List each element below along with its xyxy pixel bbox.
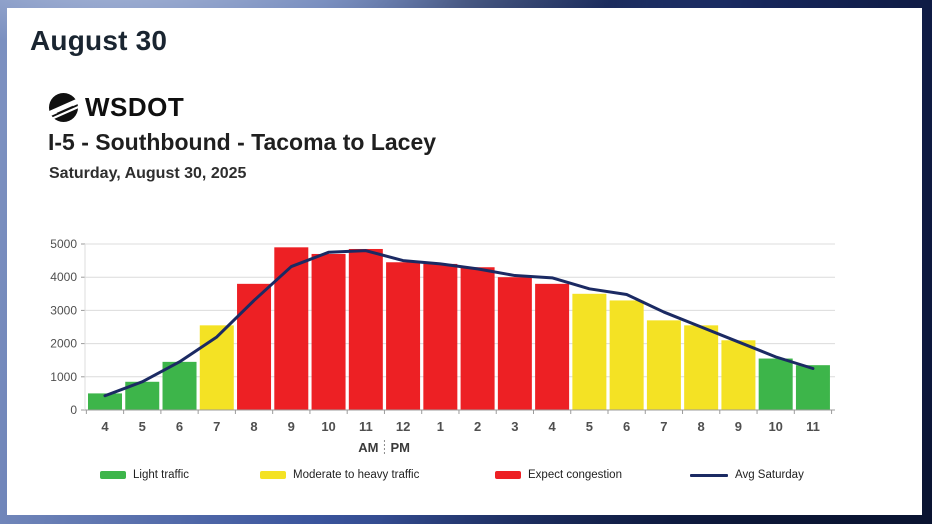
x-tick-label: 7 xyxy=(660,419,667,434)
legend-item-moderate-traffic: Moderate to heavy traffic xyxy=(260,467,419,483)
moderate-traffic-swatch-icon xyxy=(260,471,286,479)
x-tick-label: 9 xyxy=(288,419,295,434)
bar-8pm xyxy=(684,325,719,410)
content-card: August 30 WSDOT I-5 - Southbound - Tacom… xyxy=(7,8,922,515)
bar-9am xyxy=(274,247,309,410)
x-tick-label: 6 xyxy=(623,419,630,434)
chart-subtitle: Saturday, August 30, 2025 xyxy=(49,165,247,182)
y-tick-label: 1000 xyxy=(50,370,77,384)
legend-label: Avg Saturday xyxy=(735,469,804,481)
x-tick-label: 11 xyxy=(359,419,373,434)
x-tick-label: 5 xyxy=(586,419,593,434)
bar-6am xyxy=(162,361,197,410)
bar-10am xyxy=(311,253,346,410)
chart-legend: Light traffic Moderate to heavy traffic … xyxy=(7,467,922,487)
y-tick-label: 4000 xyxy=(50,270,77,284)
x-tick-label: 4 xyxy=(101,419,109,434)
bar-1pm xyxy=(423,263,458,410)
bar-2pm xyxy=(460,267,495,410)
pm-label: PM xyxy=(390,440,410,455)
bar-9pm xyxy=(721,340,756,410)
legend-label: Light traffic xyxy=(133,469,190,481)
x-tick-label: 10 xyxy=(321,419,335,434)
x-tick-label: 4 xyxy=(549,419,557,434)
x-tick-label: 8 xyxy=(250,419,257,434)
x-tick-label: 6 xyxy=(176,419,183,434)
x-tick-label: 3 xyxy=(511,419,518,434)
wsdot-wordmark: WSDOT xyxy=(85,92,185,122)
bar-4am xyxy=(88,393,122,410)
y-tick-label: 0 xyxy=(70,403,77,417)
y-tick-label: 2000 xyxy=(50,337,77,351)
congestion-swatch-icon xyxy=(495,471,521,479)
x-tick-label: 9 xyxy=(735,419,742,434)
x-tick-label: 8 xyxy=(698,419,705,434)
bar-10pm xyxy=(758,358,793,410)
bar-11pm xyxy=(795,365,830,410)
x-tick-label: 11 xyxy=(806,419,820,434)
wsdot-logo-icon xyxy=(46,92,81,123)
y-tick-label: 3000 xyxy=(50,303,77,317)
am-label: AM xyxy=(358,440,378,455)
wsdot-brand: WSDOT xyxy=(46,92,185,123)
bar-8am xyxy=(237,283,272,410)
x-tick-label: 1 xyxy=(437,419,444,434)
x-tick-label: 2 xyxy=(474,419,481,434)
bar-5pm xyxy=(572,293,607,410)
chart-title: I-5 - Southbound - Tacoma to Lacey xyxy=(48,129,437,155)
legend-item-light-traffic: Light traffic xyxy=(100,467,189,483)
light-traffic-swatch-icon xyxy=(100,471,126,479)
bar-6pm xyxy=(609,300,644,410)
legend-label: Moderate to heavy traffic xyxy=(293,469,420,481)
legend-item-congestion: Expect congestion xyxy=(495,467,622,483)
x-tick-label: 10 xyxy=(768,419,782,434)
avg-saturday-line-icon xyxy=(690,473,728,477)
bar-12pm xyxy=(386,262,421,410)
bar-7pm xyxy=(646,320,681,410)
avg-saturday-line xyxy=(103,249,815,398)
x-tick-label: 7 xyxy=(213,419,220,434)
bar-7am xyxy=(199,325,234,410)
bar-11am xyxy=(348,248,383,410)
legend-item-avg-saturday: Avg Saturday xyxy=(690,467,804,483)
legend-label: Expect congestion xyxy=(528,469,622,481)
x-tick-label: 5 xyxy=(139,419,146,434)
bar-4pm xyxy=(535,283,570,410)
x-tick-label: 12 xyxy=(396,419,410,434)
y-tick-label: 5000 xyxy=(50,237,77,251)
bar-3pm xyxy=(497,277,532,410)
page-title: August 30 xyxy=(30,25,168,56)
